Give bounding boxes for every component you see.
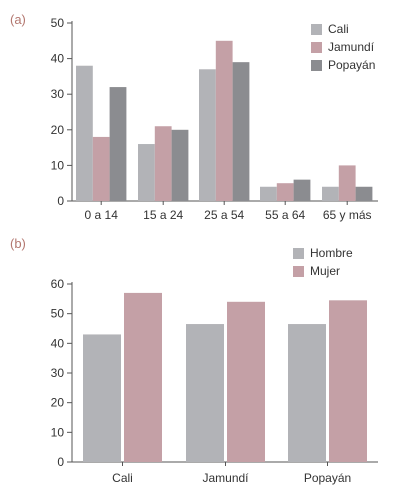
panel-b-y-tick-label: 40 <box>51 336 65 350</box>
panel-a-bar-popayan-55-a-64 <box>293 179 311 201</box>
panel-a-x-tick-label: 15 a 24 <box>143 208 183 222</box>
panel-a-x-tick-label: 0 a 14 <box>85 208 119 222</box>
panel-b-y-tick-label: 10 <box>51 425 65 439</box>
panel-a-bar-jamundi-0-a-14 <box>92 136 110 201</box>
panel-b-y-tick-label: 60 <box>51 277 65 291</box>
panel-b-legend-swatch-mujer <box>293 266 304 277</box>
panel-a-x-tick-label: 25 a 54 <box>204 208 244 222</box>
panel-a-bar-popayan-65-y-mas <box>355 186 373 201</box>
panel-a-bar-popayan-15-a-24 <box>171 129 189 201</box>
panel-b-legend-label-mujer: Mujer <box>310 264 340 278</box>
panel-a-bar-cali-55-a-64 <box>260 186 277 201</box>
panel-a-y-tick-label: 50 <box>51 16 65 30</box>
panel-a-bar-jamundi-25-a-54 <box>215 40 233 201</box>
panel-a-bar-popayan-0-a-14 <box>109 87 127 201</box>
panel-a-legend-label-jamundi: Jamundí <box>328 40 375 54</box>
panel-a-legend-label-popayan: Popayán <box>328 58 375 72</box>
panel-b-bar-hombre-cali <box>83 334 121 462</box>
panel-a-y-tick-label: 0 <box>57 194 64 208</box>
panel-a-bar-cali-0-a-14 <box>76 65 93 201</box>
panel-b-legend-label-hombre: Hombre <box>310 246 353 260</box>
panel-a-y-tick-label: 10 <box>51 158 65 172</box>
panel-b-bar-hombre-popayan <box>288 324 326 462</box>
panel-b-bar-mujer-jamundi <box>227 301 265 462</box>
panel-b-x-tick-label: Cali <box>112 471 133 485</box>
panel-a-legend-swatch-popayan <box>311 60 322 71</box>
panel-a: (a) 0 10 20 30 40 50 0 a 14 15 a 24 25 a 54 55 a 6… <box>10 12 378 222</box>
panel-b-bar-mujer-popayan <box>329 300 367 462</box>
panel-a-x-tick-label: 65 y más <box>323 208 372 222</box>
panel-a-bar-jamundi-55-a-64 <box>276 183 294 201</box>
panel-a-legend-swatch-cali <box>311 24 322 35</box>
panel-a-legend-swatch-jamundi <box>311 42 322 53</box>
panel-b-y-tick-label: 50 <box>51 307 65 321</box>
panel-b: (b) 0 10 20 30 40 50 60 Cali Jamundí Popayán Hombre… <box>10 236 378 485</box>
panel-a-bar-popayan-25-a-54 <box>232 62 250 201</box>
panel-b-x-tick-label: Popayán <box>304 471 351 485</box>
panel-b-label: (b) <box>10 236 26 251</box>
panel-b-legend-swatch-hombre <box>293 248 304 259</box>
panel-a-bar-jamundi-15-a-24 <box>154 126 172 201</box>
panel-b-y-tick-label: 30 <box>51 366 65 380</box>
panel-b-bar-mujer-cali <box>124 292 162 462</box>
panel-a-bar-cali-65-y-mas <box>322 186 339 201</box>
panel-b-y-tick-label: 20 <box>51 396 65 410</box>
panel-a-y-tick-label: 40 <box>51 52 65 66</box>
panel-a-bar-jamundi-65-y-mas <box>338 165 356 201</box>
panel-a-label: (a) <box>10 12 26 27</box>
panel-a-y-tick-label: 20 <box>51 123 65 137</box>
panel-b-bar-hombre-jamundi <box>186 324 224 462</box>
panel-a-x-tick-label: 55 a 64 <box>265 208 305 222</box>
panel-a-legend-label-cali: Cali <box>328 22 349 36</box>
panel-a-y-tick-label: 30 <box>51 87 65 101</box>
panel-a-bar-cali-15-a-24 <box>138 144 155 201</box>
panel-a-bar-cali-25-a-54 <box>199 69 216 201</box>
panel-b-x-tick-label: Jamundí <box>202 471 249 485</box>
panel-b-y-tick-label: 0 <box>57 455 64 469</box>
